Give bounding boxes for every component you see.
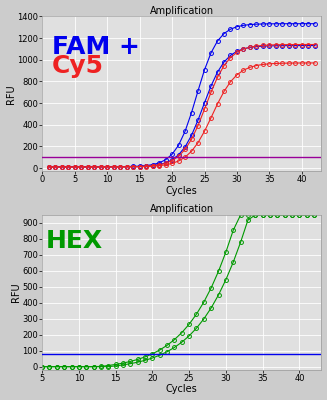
- X-axis label: Cycles: Cycles: [166, 186, 198, 196]
- Y-axis label: RFU: RFU: [6, 84, 16, 104]
- Text: FAM +: FAM +: [52, 35, 140, 59]
- Text: HEX: HEX: [46, 229, 103, 253]
- Title: Amplification: Amplification: [150, 6, 214, 16]
- X-axis label: Cycles: Cycles: [166, 384, 198, 394]
- Text: Cy5: Cy5: [52, 54, 104, 78]
- Y-axis label: RFU: RFU: [11, 283, 21, 302]
- Title: Amplification: Amplification: [150, 204, 214, 214]
